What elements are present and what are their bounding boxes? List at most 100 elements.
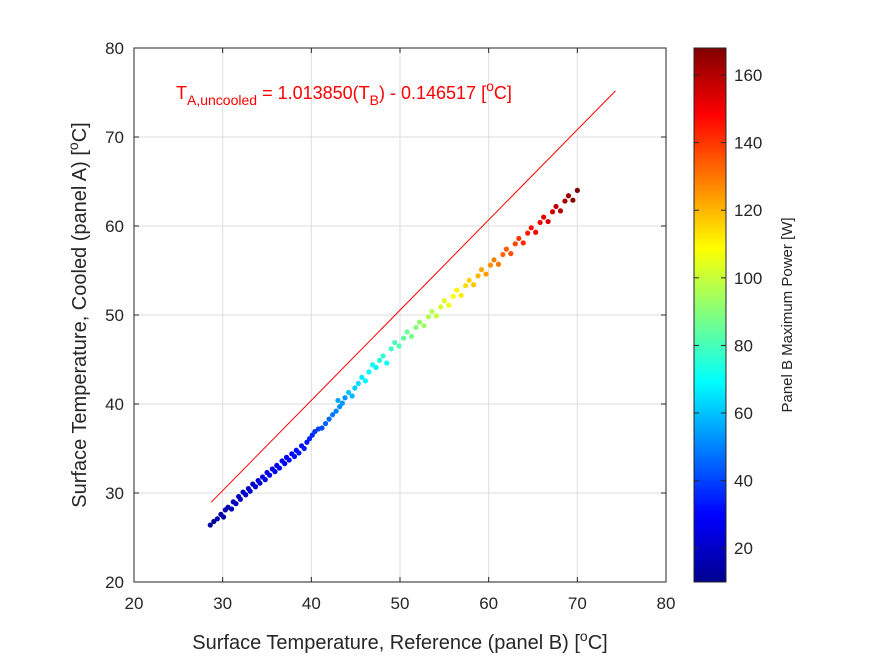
data-point — [545, 218, 551, 225]
data-point — [562, 198, 568, 204]
data-point — [549, 209, 556, 215]
colorbar-tick-label: 80 — [734, 336, 753, 355]
data-point — [306, 436, 313, 442]
data-point — [349, 393, 355, 399]
data-point — [252, 484, 259, 490]
data-point — [466, 277, 472, 283]
data-point — [286, 457, 292, 463]
fit-line — [210, 90, 616, 503]
y-tick-label: 20 — [105, 573, 124, 592]
data-point — [516, 235, 522, 242]
data-point — [296, 450, 302, 456]
data-point — [525, 230, 531, 236]
data-point — [267, 472, 273, 478]
data-point — [433, 313, 439, 319]
eq-sub-a: A,uncooled — [187, 92, 257, 108]
eq-sup: o — [486, 78, 494, 94]
colorbar-tick-label: 140 — [734, 134, 762, 153]
x-tick-label: 20 — [125, 594, 144, 613]
data-point — [533, 229, 539, 235]
data-point — [247, 488, 253, 494]
data-point — [495, 261, 502, 267]
data-point — [342, 395, 348, 401]
colorbar-title: Panel B Maximum Power [W] — [779, 217, 796, 412]
fit-line-group — [210, 90, 616, 503]
data-point — [276, 465, 283, 471]
data-point — [429, 308, 435, 315]
data-point — [309, 432, 315, 438]
data-point — [237, 496, 243, 502]
data-point — [207, 522, 213, 528]
data-point — [380, 353, 386, 359]
data-point — [487, 262, 494, 268]
data-point — [228, 506, 235, 512]
colorbar-tick-label: 120 — [734, 201, 762, 220]
data-point — [396, 343, 402, 349]
x-axis-title: Surface Temperature, Reference (panel B)… — [192, 628, 607, 654]
data-point — [528, 225, 534, 231]
x-axis-ticks: 20 30 40 50 60 70 80 — [125, 48, 675, 613]
data-point — [388, 346, 394, 352]
eq-unit: C] — [494, 83, 512, 103]
data-point — [512, 241, 518, 247]
data-point — [404, 329, 410, 335]
eq-end: ) - 0.146517 [ — [379, 83, 486, 103]
y-axis-ticks: 20 30 40 50 60 70 80 — [105, 39, 666, 592]
data-point — [282, 461, 288, 467]
data-point — [384, 360, 390, 366]
data-point — [214, 516, 220, 522]
data-point — [301, 445, 307, 452]
data-point — [503, 246, 509, 252]
data-point — [541, 214, 547, 220]
colorbar-tick-label: 100 — [734, 269, 762, 288]
data-point — [304, 439, 310, 445]
fit-equation: TA,uncooled = 1.013850(TB) - 0.146517 [o… — [176, 78, 512, 108]
y-tick-label: 50 — [105, 306, 124, 325]
data-point — [553, 203, 559, 210]
data-point — [335, 397, 341, 404]
eq-mid: = 1.013850(T — [257, 83, 370, 103]
data-point — [330, 412, 336, 418]
data-point — [446, 302, 452, 308]
eq-sub-b: B — [370, 92, 379, 108]
y-axis-title: Surface Temperature, Cooled (panel A) [o… — [65, 122, 91, 507]
data-point — [520, 240, 526, 246]
colorbar-tick-label: 60 — [734, 404, 753, 423]
data-point — [408, 333, 415, 339]
data-point — [337, 404, 343, 410]
data-point — [377, 357, 383, 363]
data-point — [243, 492, 249, 498]
data-point — [211, 518, 217, 525]
colorbar-tick-label: 40 — [734, 472, 753, 491]
data-point — [570, 197, 576, 203]
data-point — [312, 428, 318, 435]
data-point — [291, 453, 298, 460]
data-point — [475, 273, 481, 279]
data-point — [483, 271, 489, 277]
data-point — [491, 257, 497, 263]
data-point — [233, 501, 239, 507]
data-point — [438, 304, 444, 310]
data-point — [333, 408, 339, 414]
data-point — [470, 282, 477, 288]
data-point — [392, 339, 398, 346]
data-point — [257, 480, 263, 486]
data-point — [322, 420, 329, 427]
data-point — [421, 323, 427, 329]
colorbar-tick-label: 20 — [734, 539, 753, 558]
x-tick-label: 70 — [568, 594, 587, 613]
data-point — [425, 314, 431, 320]
data-point — [454, 287, 460, 293]
data-point — [500, 251, 506, 258]
data-point — [413, 324, 419, 331]
y-tick-label: 40 — [105, 395, 124, 414]
data-point — [574, 187, 580, 193]
data-point — [508, 250, 514, 257]
y-tick-label: 70 — [105, 128, 124, 147]
grid-lines — [134, 48, 666, 582]
data-point — [450, 293, 456, 299]
data-point — [537, 219, 543, 226]
data-point — [272, 469, 278, 475]
data-point — [262, 477, 268, 483]
